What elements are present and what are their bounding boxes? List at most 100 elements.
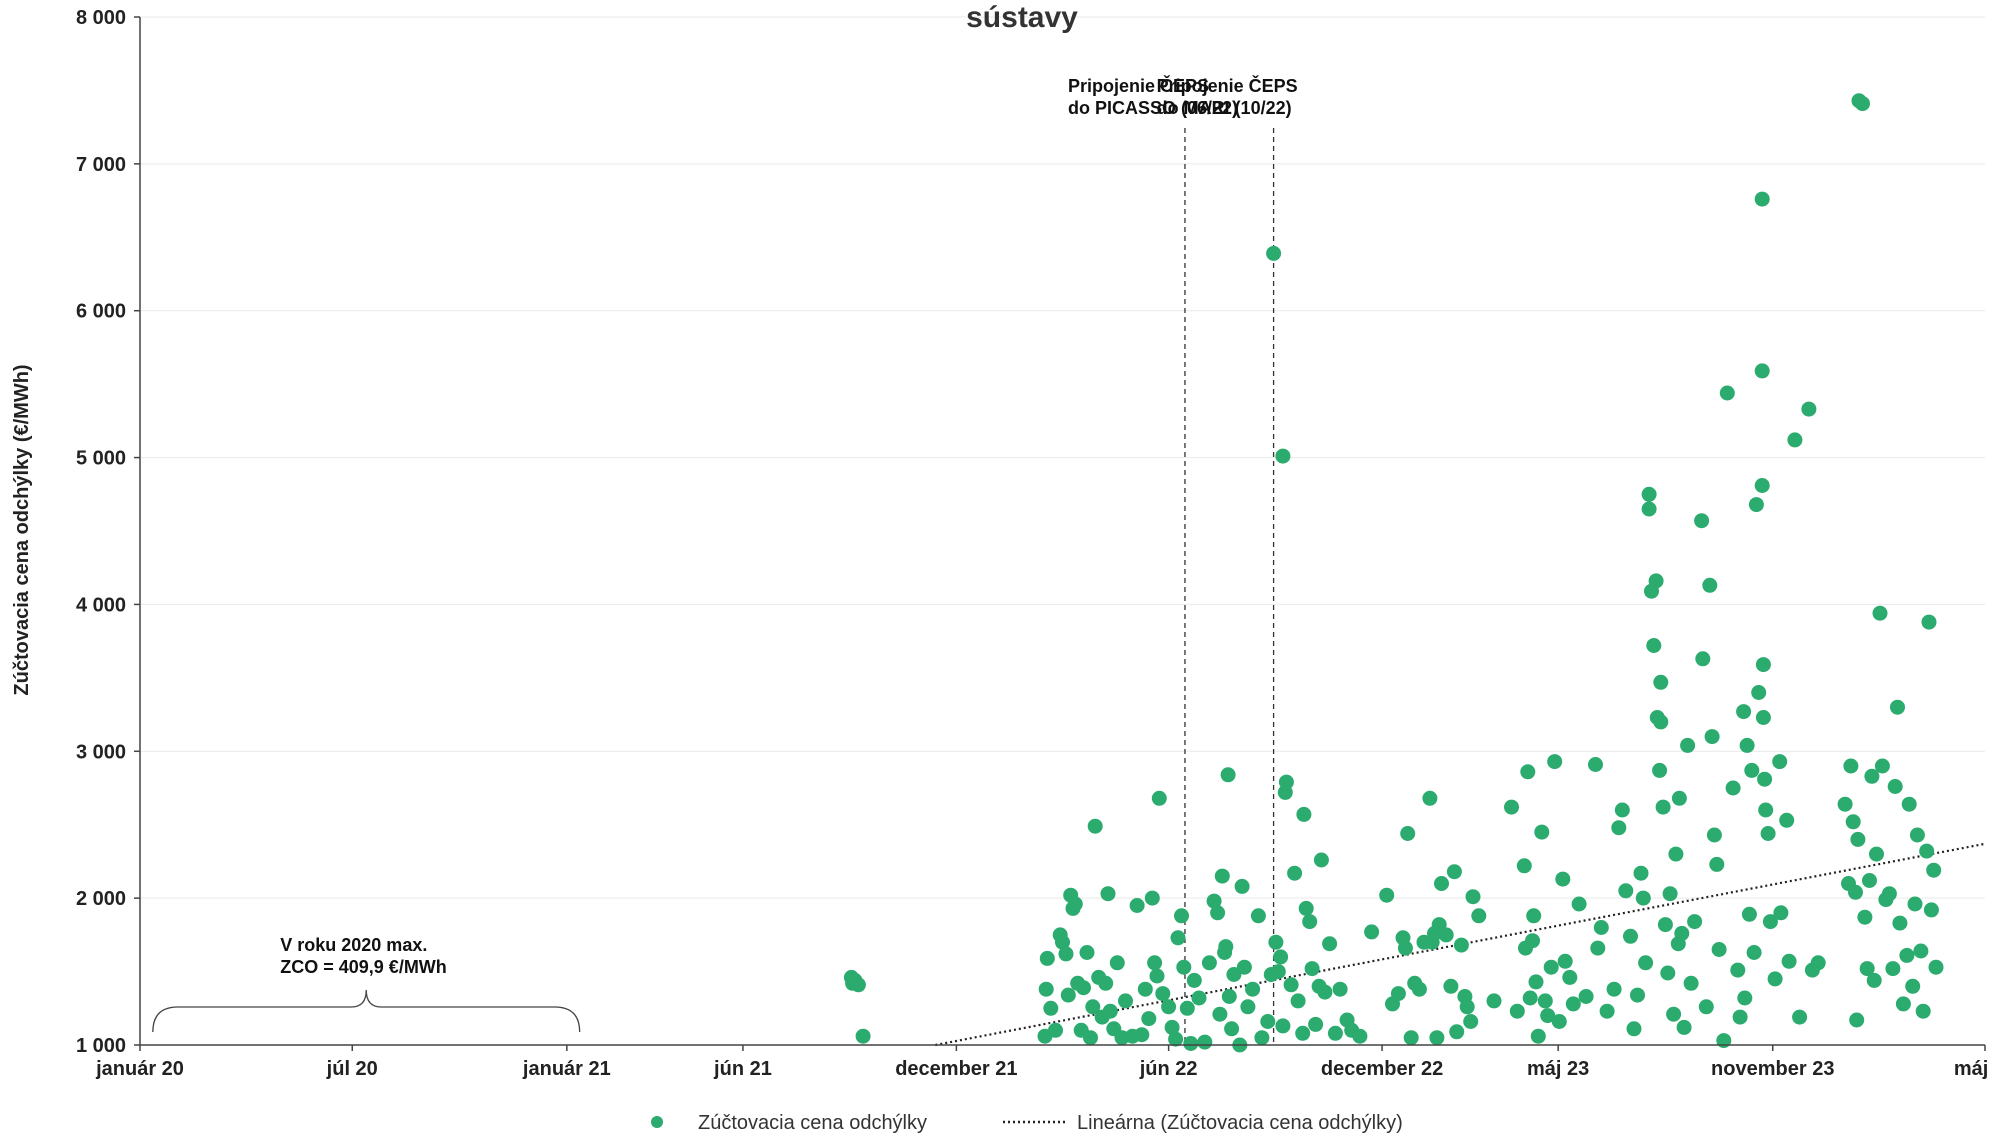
- data-point: [1212, 1006, 1228, 1022]
- data-point: [1633, 865, 1649, 881]
- data-point: [1557, 953, 1573, 969]
- data-point: [1273, 949, 1289, 965]
- data-point: [1206, 893, 1222, 909]
- data-point: [1680, 737, 1696, 753]
- data-point: [1855, 96, 1870, 112]
- data-point: [1923, 902, 1939, 918]
- data-point: [1516, 858, 1532, 874]
- data-point: [1308, 1016, 1324, 1032]
- data-point: [1757, 771, 1773, 787]
- annotation-brace: [152, 989, 581, 1033]
- data-point: [1197, 1034, 1213, 1050]
- data-point: [1926, 862, 1942, 878]
- data-point: [1801, 401, 1817, 417]
- chart-title: sústavy: [966, 1, 1078, 34]
- data-point: [1711, 942, 1727, 957]
- data-point: [1043, 1000, 1059, 1016]
- data-point: [1298, 900, 1314, 916]
- data-point: [1304, 961, 1320, 977]
- data-point: [1630, 987, 1645, 1003]
- data-point: [1083, 1030, 1098, 1046]
- data-point: [1590, 940, 1606, 956]
- data-point: [1332, 981, 1348, 997]
- data-point: [1668, 846, 1684, 862]
- data-point: [1400, 826, 1416, 841]
- data-point: [1716, 1033, 1732, 1049]
- data-point: [1653, 674, 1669, 690]
- data-point: [1606, 981, 1622, 997]
- data-point: [1641, 501, 1657, 517]
- data-point: [1662, 886, 1678, 902]
- data-point: [1652, 762, 1668, 778]
- data-point: [1486, 993, 1502, 1009]
- data-point: [1283, 977, 1299, 993]
- data-point: [1226, 967, 1242, 982]
- data-point: [1578, 989, 1594, 1004]
- data-point: [1551, 1014, 1567, 1029]
- data-point: [1907, 896, 1923, 912]
- x-tick-label: máj 24: [1954, 1058, 1992, 1080]
- data-point: [1758, 802, 1774, 818]
- data-point: [1732, 1009, 1748, 1025]
- data-point: [1845, 814, 1861, 830]
- data-point: [1504, 799, 1519, 815]
- data-point: [1100, 886, 1116, 902]
- data-point: [1694, 513, 1710, 529]
- reference-line-label: Pripojenie ČEPS do PICASSO (06/22): [1068, 75, 1238, 118]
- data-point: [1278, 774, 1294, 790]
- axes: [139, 17, 1985, 1046]
- data-point: [1737, 990, 1753, 1006]
- data-point: [1174, 908, 1189, 924]
- data-point: [1250, 908, 1266, 924]
- data-point: [1626, 1021, 1642, 1037]
- data-point: [1266, 245, 1282, 261]
- data-point: [1547, 754, 1563, 770]
- data-point: [1076, 980, 1091, 996]
- data-point: [1039, 950, 1055, 966]
- data-point: [1471, 908, 1487, 924]
- legend: Zúčtovacia cena odchýlky Lineárna (Zúčto…: [651, 1112, 1403, 1134]
- data-point: [1736, 704, 1752, 720]
- data-point: [1118, 993, 1133, 1009]
- data-point: [1317, 984, 1333, 1000]
- data-point: [1890, 699, 1905, 715]
- data-point: [1129, 898, 1145, 913]
- data-point: [1446, 864, 1462, 880]
- data-point: [1641, 486, 1657, 502]
- data-point: [1905, 978, 1921, 994]
- data-point: [1379, 887, 1395, 903]
- data-point: [1270, 964, 1286, 980]
- data-point: [1411, 981, 1427, 997]
- data-point: [1562, 969, 1578, 985]
- data-point: [1859, 961, 1875, 977]
- data-point: [1837, 796, 1853, 812]
- data-point: [1611, 820, 1627, 836]
- data-point: [1038, 981, 1054, 997]
- data-point: [1364, 924, 1380, 940]
- data-point: [1528, 974, 1544, 990]
- data-point: [1638, 955, 1654, 971]
- data-point: [1245, 981, 1261, 997]
- data-point: [1781, 953, 1797, 969]
- data-point: [1588, 757, 1603, 772]
- data-point: [1695, 651, 1711, 667]
- data-point: [1055, 934, 1070, 950]
- y-tick-label: 7 000: [76, 154, 126, 176]
- trendline-layer: [935, 842, 1986, 1047]
- data-point: [1881, 886, 1897, 902]
- data-point: [1919, 843, 1935, 859]
- data-point: [1161, 999, 1177, 1015]
- data-point: [1755, 657, 1771, 673]
- legend-marker-scatter: [651, 1116, 663, 1128]
- data-point: [1434, 876, 1449, 891]
- y-axis-title: Zúčtovacia cena odchýlky (€/MWh): [11, 364, 33, 695]
- data-point: [1725, 780, 1741, 796]
- x-tick-label: máj 23: [1527, 1058, 1589, 1080]
- data-point: [1671, 790, 1687, 806]
- gridlines: [140, 16, 1985, 899]
- x-tick-labels: január 20 júl 20 január 21 jún 21 december 2…: [95, 1045, 1992, 1080]
- data-point: [1170, 930, 1186, 946]
- data-point: [1646, 638, 1662, 653]
- data-point: [1322, 936, 1338, 952]
